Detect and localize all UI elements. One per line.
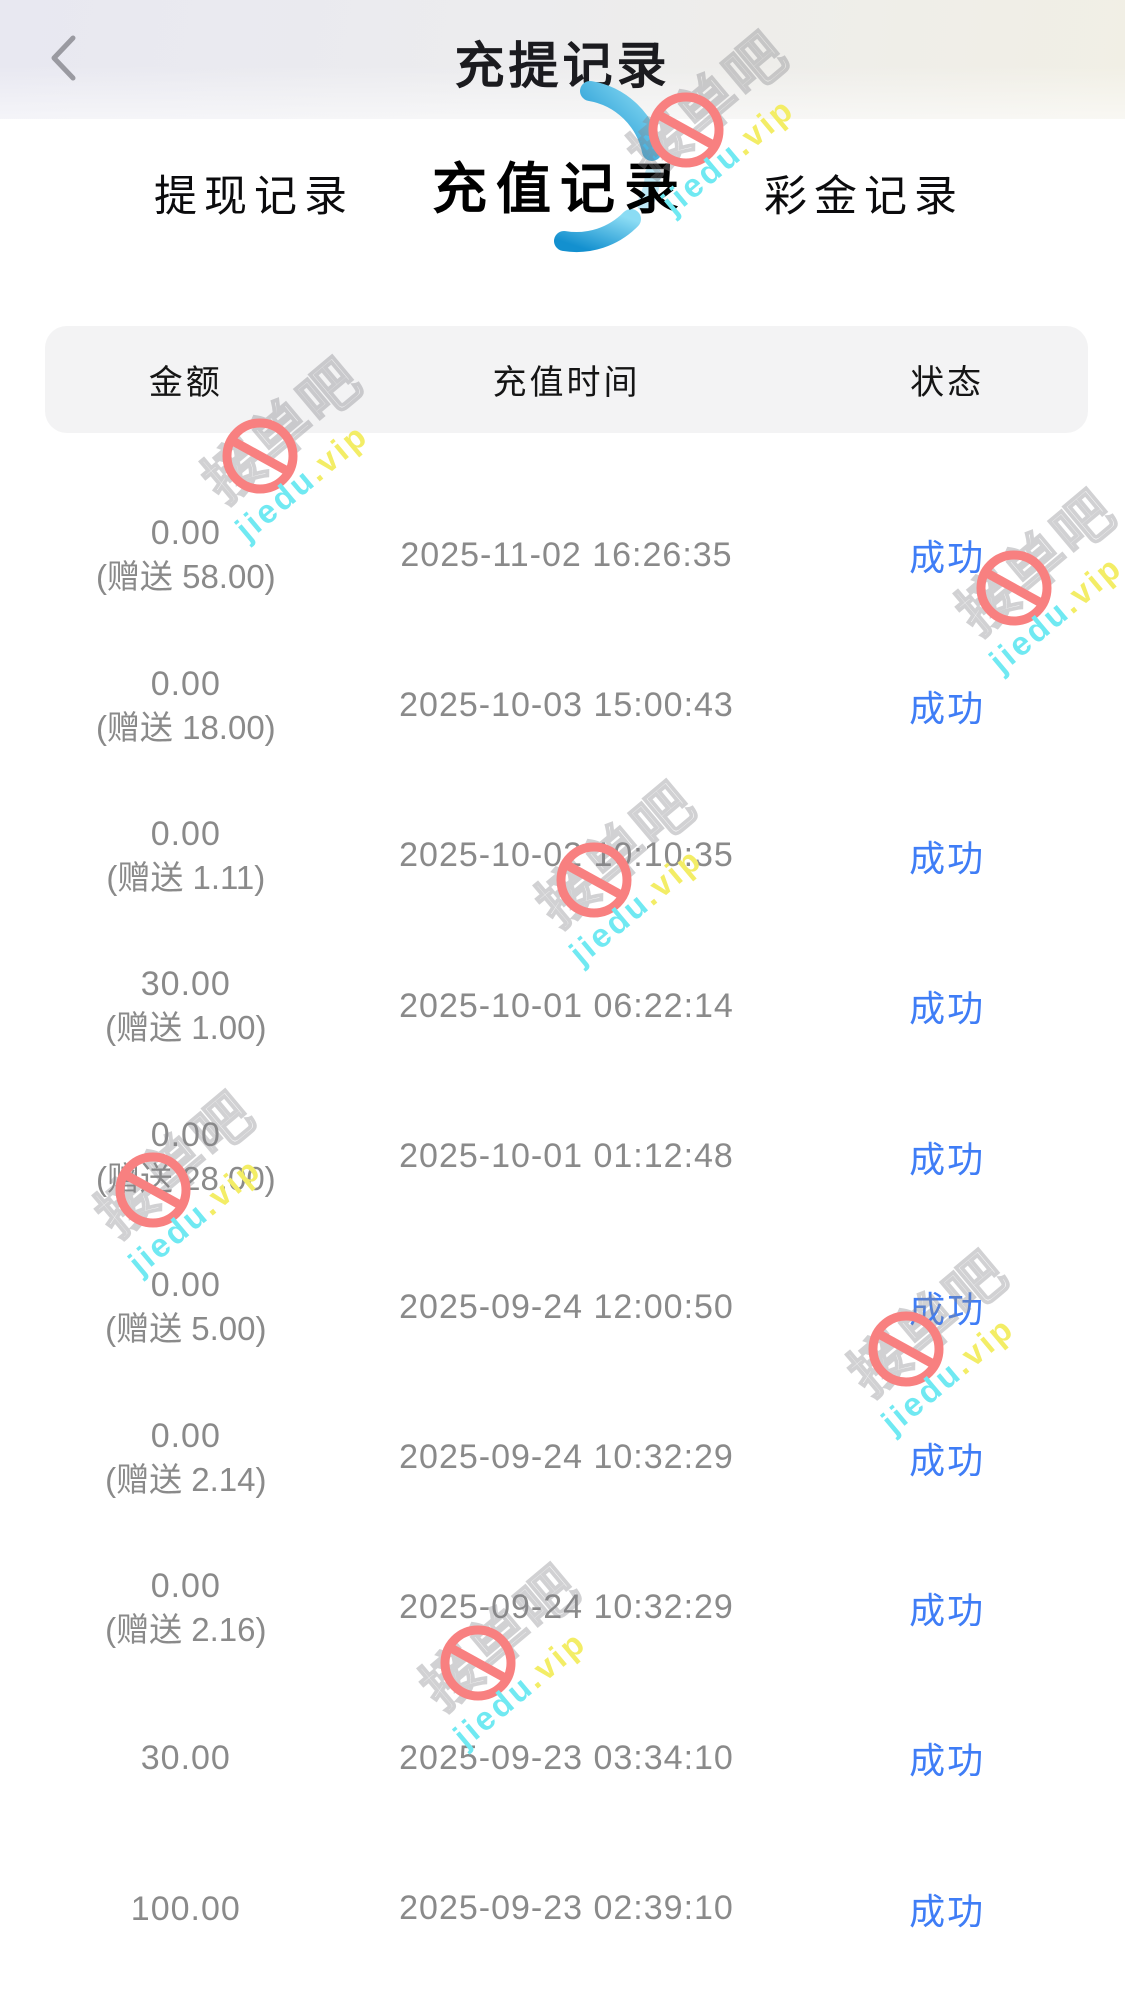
column-header-time: 充值时间 [492, 364, 641, 402]
tab-bonus-records[interactable]: 彩金记录 [764, 173, 964, 221]
row-amount: 100.00 [130, 1889, 241, 1928]
table-row: 30.00 (赠送 1.00) 2025-10-01 06:22:14 成功 [45, 931, 1088, 1081]
table-row: 0.00 (赠送 28.00) 2025-10-01 01:12:48 成功 [45, 1082, 1088, 1232]
table-header: 金额 充值时间 状态 [45, 326, 1088, 433]
row-status-success: 成功 [909, 1589, 986, 1631]
chevron-left-icon [51, 35, 76, 81]
table-row: 0.00 (赠送 58.00) 2025-11-02 16:26:35 成功 [45, 480, 1088, 630]
row-bonus-note: (赠送 28.00) [95, 1159, 276, 1197]
table-row: 100.00 2025-09-23 02:39:10 成功 [45, 1834, 1088, 1984]
table-row: 0.00 (赠送 1.11) 2025-10-02 10:10:35 成功 [45, 781, 1088, 931]
row-recharge-time: 2025-10-01 01:12:48 [399, 1137, 734, 1176]
column-header-amount: 金额 [148, 364, 223, 402]
table-row: 0.00 (赠送 5.00) 2025-09-24 12:00:50 成功 [45, 1232, 1088, 1382]
row-recharge-time: 2025-11-02 16:26:35 [400, 535, 733, 574]
row-status-success: 成功 [909, 1439, 986, 1481]
table-row: 0.00 (赠送 2.14) 2025-09-24 10:32:29 成功 [45, 1382, 1088, 1532]
row-amount: 0.00 [150, 1266, 221, 1305]
row-recharge-time: 2025-09-24 10:32:29 [399, 1588, 734, 1627]
row-bonus-note: (赠送 1.11) [106, 858, 266, 896]
row-recharge-time: 2025-09-23 03:34:10 [399, 1738, 734, 1777]
row-bonus-note: (赠送 1.00) [105, 1009, 267, 1047]
row-status-success: 成功 [909, 988, 986, 1030]
row-recharge-time: 2025-09-24 10:32:29 [399, 1438, 734, 1477]
table-row: 30.00 2025-09-23 03:34:10 成功 [45, 1683, 1088, 1833]
row-status-success: 成功 [909, 687, 986, 729]
row-amount: 30.00 [140, 965, 231, 1004]
row-amount: 0.00 [150, 1566, 221, 1605]
back-button[interactable] [40, 32, 88, 84]
row-status-success: 成功 [909, 1740, 986, 1782]
row-status-success: 成功 [909, 1289, 986, 1331]
tab-bar: 提现记录 充值记录 彩金记录 [0, 130, 1125, 232]
row-status-success: 成功 [909, 837, 986, 879]
row-status-success: 成功 [909, 537, 986, 579]
tab-recharge-records[interactable]: 充值记录 [431, 158, 689, 220]
row-status-success: 成功 [909, 1138, 986, 1180]
row-bonus-note: (赠送 58.00) [95, 558, 276, 596]
row-recharge-time: 2025-10-01 06:22:14 [399, 986, 734, 1025]
row-bonus-note: (赠送 2.16) [105, 1610, 267, 1648]
row-amount: 0.00 [150, 664, 221, 703]
row-amount: 0.00 [150, 814, 221, 853]
row-bonus-note: (赠送 18.00) [95, 708, 276, 746]
row-recharge-time: 2025-10-02 10:10:35 [399, 836, 734, 875]
tab-withdraw-records[interactable]: 提现记录 [154, 173, 354, 221]
row-bonus-note: (赠送 2.14) [105, 1460, 267, 1498]
row-recharge-time: 2025-09-24 12:00:50 [399, 1287, 734, 1326]
row-bonus-note: (赠送 5.00) [105, 1310, 267, 1348]
column-header-status: 状态 [910, 364, 985, 402]
table-row: 0.00 (赠送 18.00) 2025-10-03 15:00:43 成功 [45, 630, 1088, 780]
table-row: 0.00 (赠送 2.16) 2025-09-24 10:32:29 成功 [45, 1533, 1088, 1683]
app-bar: 充提记录 [0, 0, 1125, 119]
row-amount: 0.00 [150, 514, 221, 553]
row-recharge-time: 2025-09-23 02:39:10 [399, 1889, 734, 1928]
page-title: 充提记录 [454, 38, 671, 94]
row-amount: 0.00 [150, 1416, 221, 1455]
row-amount: 30.00 [140, 1739, 231, 1778]
row-recharge-time: 2025-10-03 15:00:43 [399, 686, 734, 725]
row-amount: 0.00 [150, 1115, 221, 1154]
row-status-success: 成功 [909, 1890, 986, 1932]
records-list: 0.00 (赠送 58.00) 2025-11-02 16:26:35 成功 0… [45, 480, 1088, 1984]
